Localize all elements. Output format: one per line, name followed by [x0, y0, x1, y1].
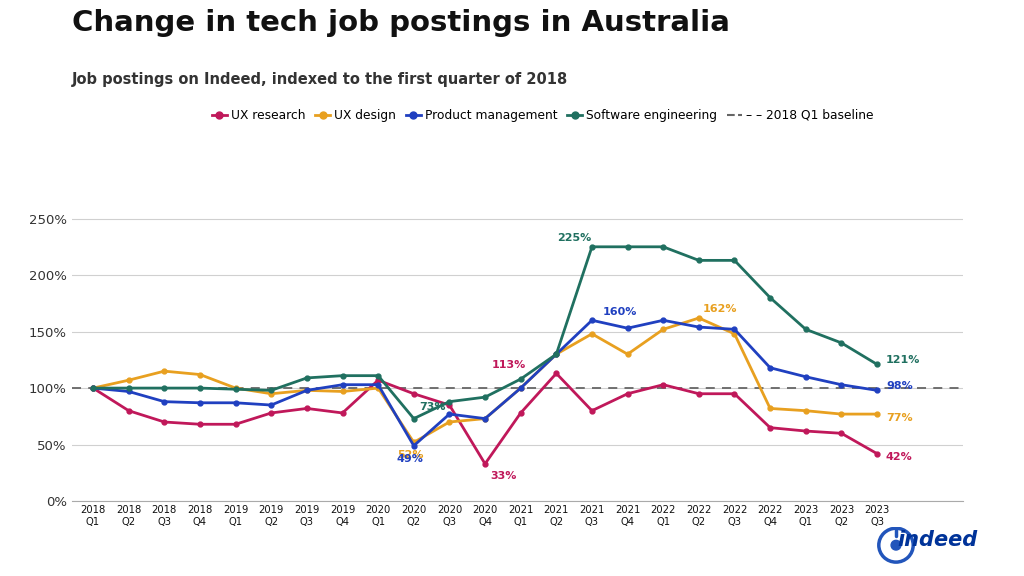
- Text: 73%: 73%: [419, 401, 445, 412]
- Circle shape: [891, 540, 901, 550]
- Text: 225%: 225%: [557, 233, 591, 243]
- Text: Change in tech job postings in Australia: Change in tech job postings in Australia: [72, 9, 729, 37]
- Text: 162%: 162%: [702, 304, 737, 314]
- Text: 160%: 160%: [603, 306, 637, 317]
- Text: 113%: 113%: [493, 360, 526, 370]
- Text: 49%: 49%: [396, 453, 424, 464]
- Text: indeed: indeed: [898, 530, 978, 550]
- Text: 77%: 77%: [886, 413, 912, 423]
- Text: 98%: 98%: [886, 381, 912, 391]
- Text: 52%: 52%: [397, 450, 424, 460]
- Legend: UX research, UX design, Product management, Software engineering, – – 2018 Q1 ba: UX research, UX design, Product manageme…: [207, 104, 879, 127]
- Text: Job postings on Indeed, indexed to the first quarter of 2018: Job postings on Indeed, indexed to the f…: [72, 72, 568, 87]
- Text: 121%: 121%: [886, 355, 921, 365]
- Text: 33%: 33%: [490, 471, 517, 480]
- Text: 42%: 42%: [886, 452, 912, 463]
